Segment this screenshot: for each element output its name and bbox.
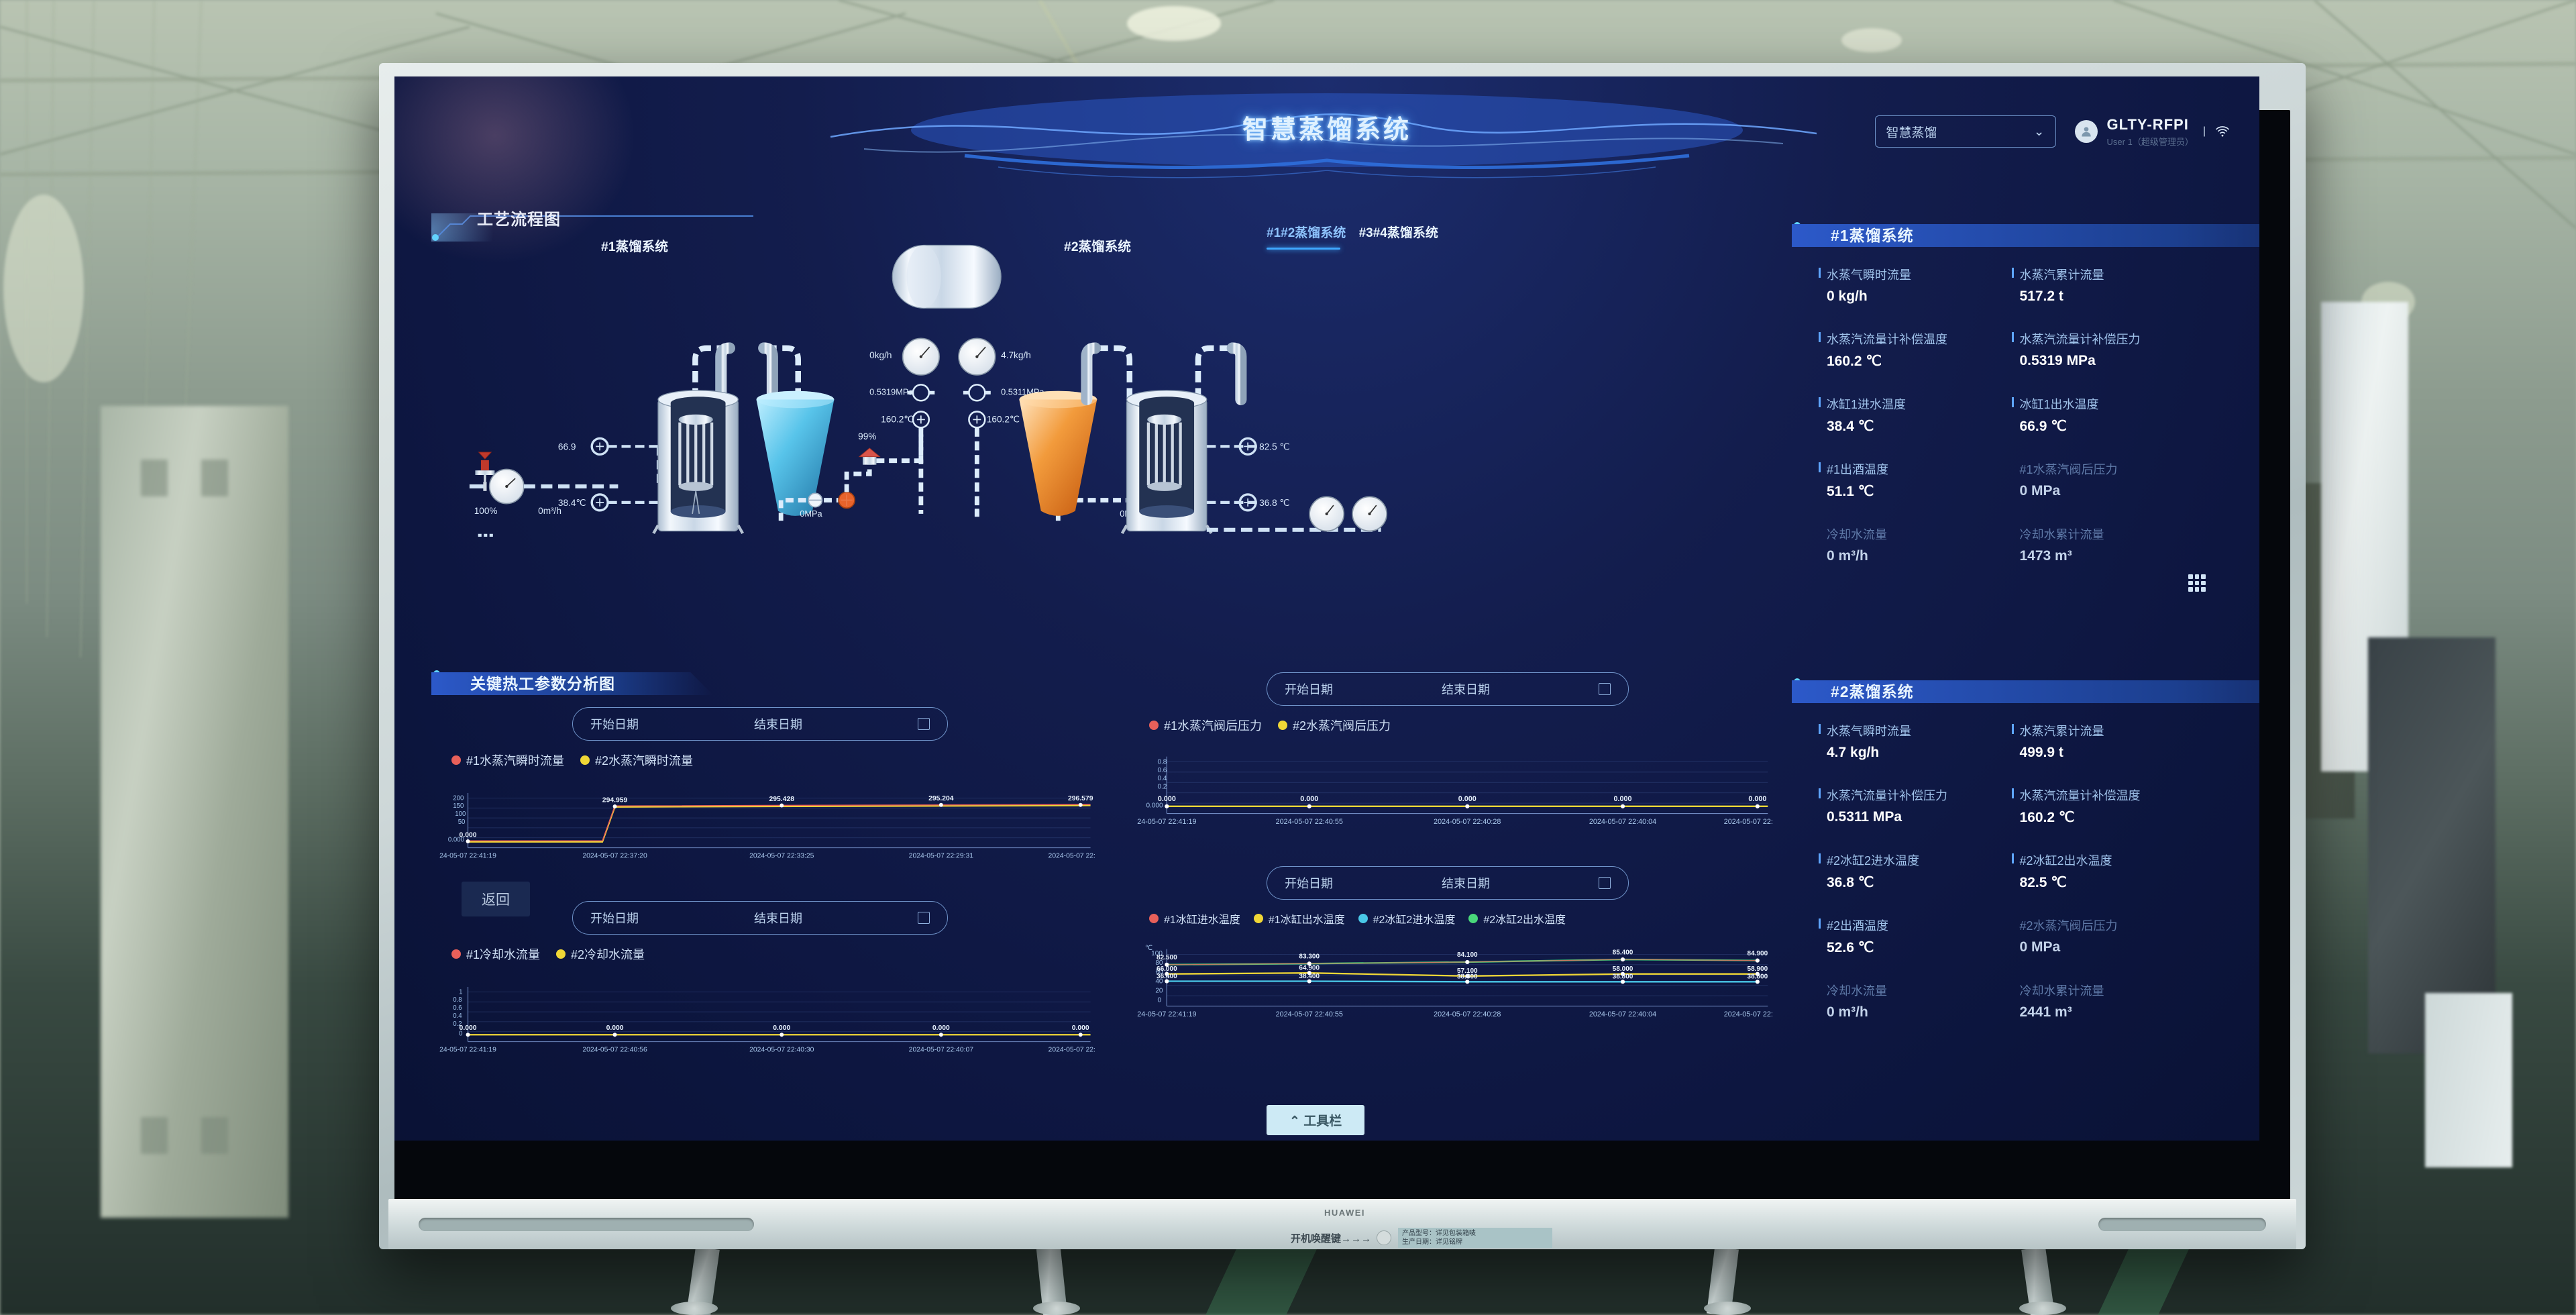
svg-text:38.800: 38.800 xyxy=(1457,974,1478,981)
svg-text:100: 100 xyxy=(455,810,466,818)
svg-text:2024-05-07 22:29:31: 2024-05-07 22:29:31 xyxy=(909,852,974,859)
svg-text:2024-05-07 22:40:04: 2024-05-07 22:40:04 xyxy=(1589,1010,1656,1018)
svg-text:0.000: 0.000 xyxy=(460,831,477,839)
svg-text:2024-05-07 22:40:28: 2024-05-07 22:40:28 xyxy=(1434,1010,1501,1018)
svg-text:2024-05-07 22:33:25: 2024-05-07 22:33:25 xyxy=(749,852,814,859)
svg-text:0: 0 xyxy=(1157,996,1161,1004)
svg-text:0.8: 0.8 xyxy=(1157,758,1167,766)
svg-text:160.2℃: 160.2℃ xyxy=(881,415,914,425)
svg-text:84.900: 84.900 xyxy=(1747,950,1768,957)
svg-text:20: 20 xyxy=(1155,988,1163,995)
svg-text:1: 1 xyxy=(459,988,462,996)
svg-text:2024-05-07 22:40:56: 2024-05-07 22:40:56 xyxy=(582,1046,647,1053)
svg-text:295.204: 295.204 xyxy=(928,795,954,802)
svg-text:82.5 ℃: 82.5 ℃ xyxy=(1259,442,1290,452)
svg-text:0.000: 0.000 xyxy=(606,1024,624,1032)
svg-text:2024-05-07 22:40:28: 2024-05-07 22:40:28 xyxy=(1434,818,1501,826)
svg-text:2024-05-07 22:40:55: 2024-05-07 22:40:55 xyxy=(1276,818,1343,826)
svg-text:99%: 99% xyxy=(858,431,876,441)
svg-text:0.2: 0.2 xyxy=(1157,784,1167,791)
svg-text:58.000: 58.000 xyxy=(1613,965,1633,973)
svg-text:296.579: 296.579 xyxy=(1068,795,1093,802)
svg-text:0.4: 0.4 xyxy=(453,1012,462,1020)
svg-text:0.8: 0.8 xyxy=(453,996,462,1004)
svg-text:0.000: 0.000 xyxy=(460,1024,477,1032)
svg-text:38.400: 38.400 xyxy=(1299,973,1320,980)
svg-text:0.000: 0.000 xyxy=(1614,795,1632,803)
svg-text:200: 200 xyxy=(453,794,464,802)
svg-text:2024-05-07 22:39:44: 2024-05-07 22:39:44 xyxy=(1049,1046,1095,1053)
svg-text:0.000: 0.000 xyxy=(1158,795,1176,803)
svg-text:83.300: 83.300 xyxy=(1299,953,1320,961)
svg-text:0.6: 0.6 xyxy=(1157,767,1167,774)
svg-text:#2蒸馏系统: #2蒸馏系统 xyxy=(1064,239,1132,254)
svg-text:2024-05-07 22:40:55: 2024-05-07 22:40:55 xyxy=(1276,1010,1343,1018)
svg-text:66.000: 66.000 xyxy=(1157,965,1177,973)
svg-text:0.6: 0.6 xyxy=(453,1004,462,1012)
svg-text:100%: 100% xyxy=(474,506,498,516)
svg-text:295.428: 295.428 xyxy=(769,796,795,803)
svg-text:38.800: 38.800 xyxy=(1613,974,1633,981)
svg-text:2024-05-07 22:40:04: 2024-05-07 22:40:04 xyxy=(1589,818,1656,826)
svg-text:66.9: 66.9 xyxy=(558,442,576,452)
svg-text:36.8 ℃: 36.8 ℃ xyxy=(1259,498,1290,508)
svg-text:2024-05-07 22:39:40: 2024-05-07 22:39:40 xyxy=(1724,1010,1773,1018)
svg-text:64.900: 64.900 xyxy=(1299,965,1320,972)
svg-text:0.000: 0.000 xyxy=(1458,795,1477,803)
svg-text:50: 50 xyxy=(458,819,466,826)
svg-text:℃: ℃ xyxy=(1145,945,1152,952)
svg-text:24-05-07 22:41:19: 24-05-07 22:41:19 xyxy=(439,1046,496,1053)
svg-text:24-05-07 22:41:19: 24-05-07 22:41:19 xyxy=(439,852,496,859)
svg-text:0.000: 0.000 xyxy=(1748,795,1766,803)
svg-text:38.800: 38.800 xyxy=(1747,974,1768,981)
svg-text:2024-05-07 22:40:07: 2024-05-07 22:40:07 xyxy=(909,1046,974,1053)
svg-text:0.4: 0.4 xyxy=(1157,775,1167,782)
svg-text:0.000: 0.000 xyxy=(932,1024,950,1032)
svg-text:38.4℃: 38.4℃ xyxy=(558,498,586,508)
svg-text:2024-05-07 22:37:20: 2024-05-07 22:37:20 xyxy=(582,852,647,859)
svg-text:85.400: 85.400 xyxy=(1613,949,1633,956)
svg-text:24-05-07 22:41:19: 24-05-07 22:41:19 xyxy=(1137,1010,1196,1018)
svg-text:160.2℃: 160.2℃ xyxy=(987,415,1020,425)
svg-text:84.100: 84.100 xyxy=(1457,951,1478,959)
svg-text:2024-05-07 22:39:40: 2024-05-07 22:39:40 xyxy=(1724,818,1773,826)
svg-text:0.000: 0.000 xyxy=(773,1024,790,1032)
svg-text:82.500: 82.500 xyxy=(1157,954,1177,961)
svg-text:#1蒸馏系统: #1蒸馏系统 xyxy=(601,239,669,254)
svg-text:36.400: 36.400 xyxy=(1157,973,1177,980)
svg-text:150: 150 xyxy=(453,802,464,810)
svg-text:24-05-07 22:41:19: 24-05-07 22:41:19 xyxy=(1137,818,1196,826)
svg-text:4.7kg/h: 4.7kg/h xyxy=(1001,350,1031,360)
svg-text:0.000: 0.000 xyxy=(1300,795,1318,803)
svg-text:2024-05-07 22:25:32: 2024-05-07 22:25:32 xyxy=(1049,852,1095,859)
svg-text:58.900: 58.900 xyxy=(1747,965,1768,973)
svg-text:0MPa: 0MPa xyxy=(800,509,822,519)
svg-text:0.000: 0.000 xyxy=(1072,1024,1089,1032)
svg-text:2024-05-07 22:40:30: 2024-05-07 22:40:30 xyxy=(749,1046,814,1053)
svg-text:0kg/h: 0kg/h xyxy=(869,350,892,360)
svg-text:294.959: 294.959 xyxy=(602,796,628,804)
